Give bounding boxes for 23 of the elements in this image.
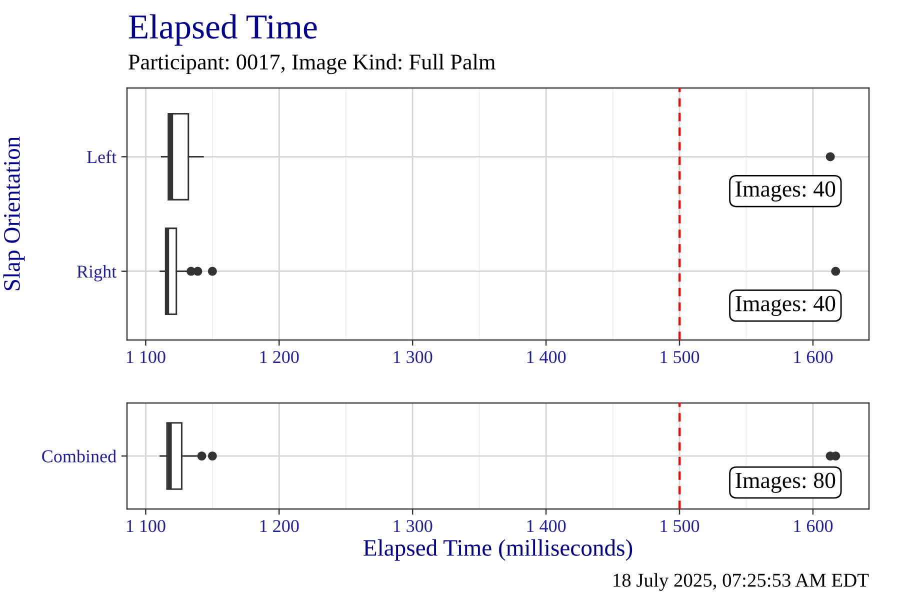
text: 18 July 2025, 07:25:53 AM EDT (614, 573, 869, 591)
x-tick-label: 1 400 (527, 520, 566, 532)
x-tick-label: 1 500 (660, 520, 700, 532)
x-tick-label: 1 300 (394, 520, 432, 532)
annotation: Images: 40 (736, 181, 836, 202)
x-tick-label: 1 100 (126, 350, 166, 364)
chart-subtitle: Participant: 0017, Image Kind: Full Palm (128, 54, 496, 74)
annotation: Images: 40 (736, 296, 836, 316)
y-tick-label: Right (76, 265, 116, 282)
x-tick-label: 1 600 (794, 350, 833, 364)
y-tick-label: Left (87, 150, 116, 164)
x-tick-label: 1 300 (394, 350, 432, 364)
y-axis-title: Slap Orientation (3, 136, 25, 290)
y-tick-label: Combined (42, 450, 116, 462)
x-tick-label: 1 400 (527, 350, 566, 364)
x-tick-label: 1 200 (260, 520, 299, 532)
chart-title: Elapsed Time (128, 14, 317, 46)
x-tick-label: 1 100 (126, 520, 166, 532)
x-tick-label: 1 200 (260, 350, 299, 364)
x-axis-title: Elapsed Time (milliseconds) (364, 539, 632, 561)
x-tick-label: 1 500 (660, 350, 700, 364)
x-tick-label: 1 600 (794, 520, 833, 532)
annotation: Images: 80 (736, 472, 836, 493)
